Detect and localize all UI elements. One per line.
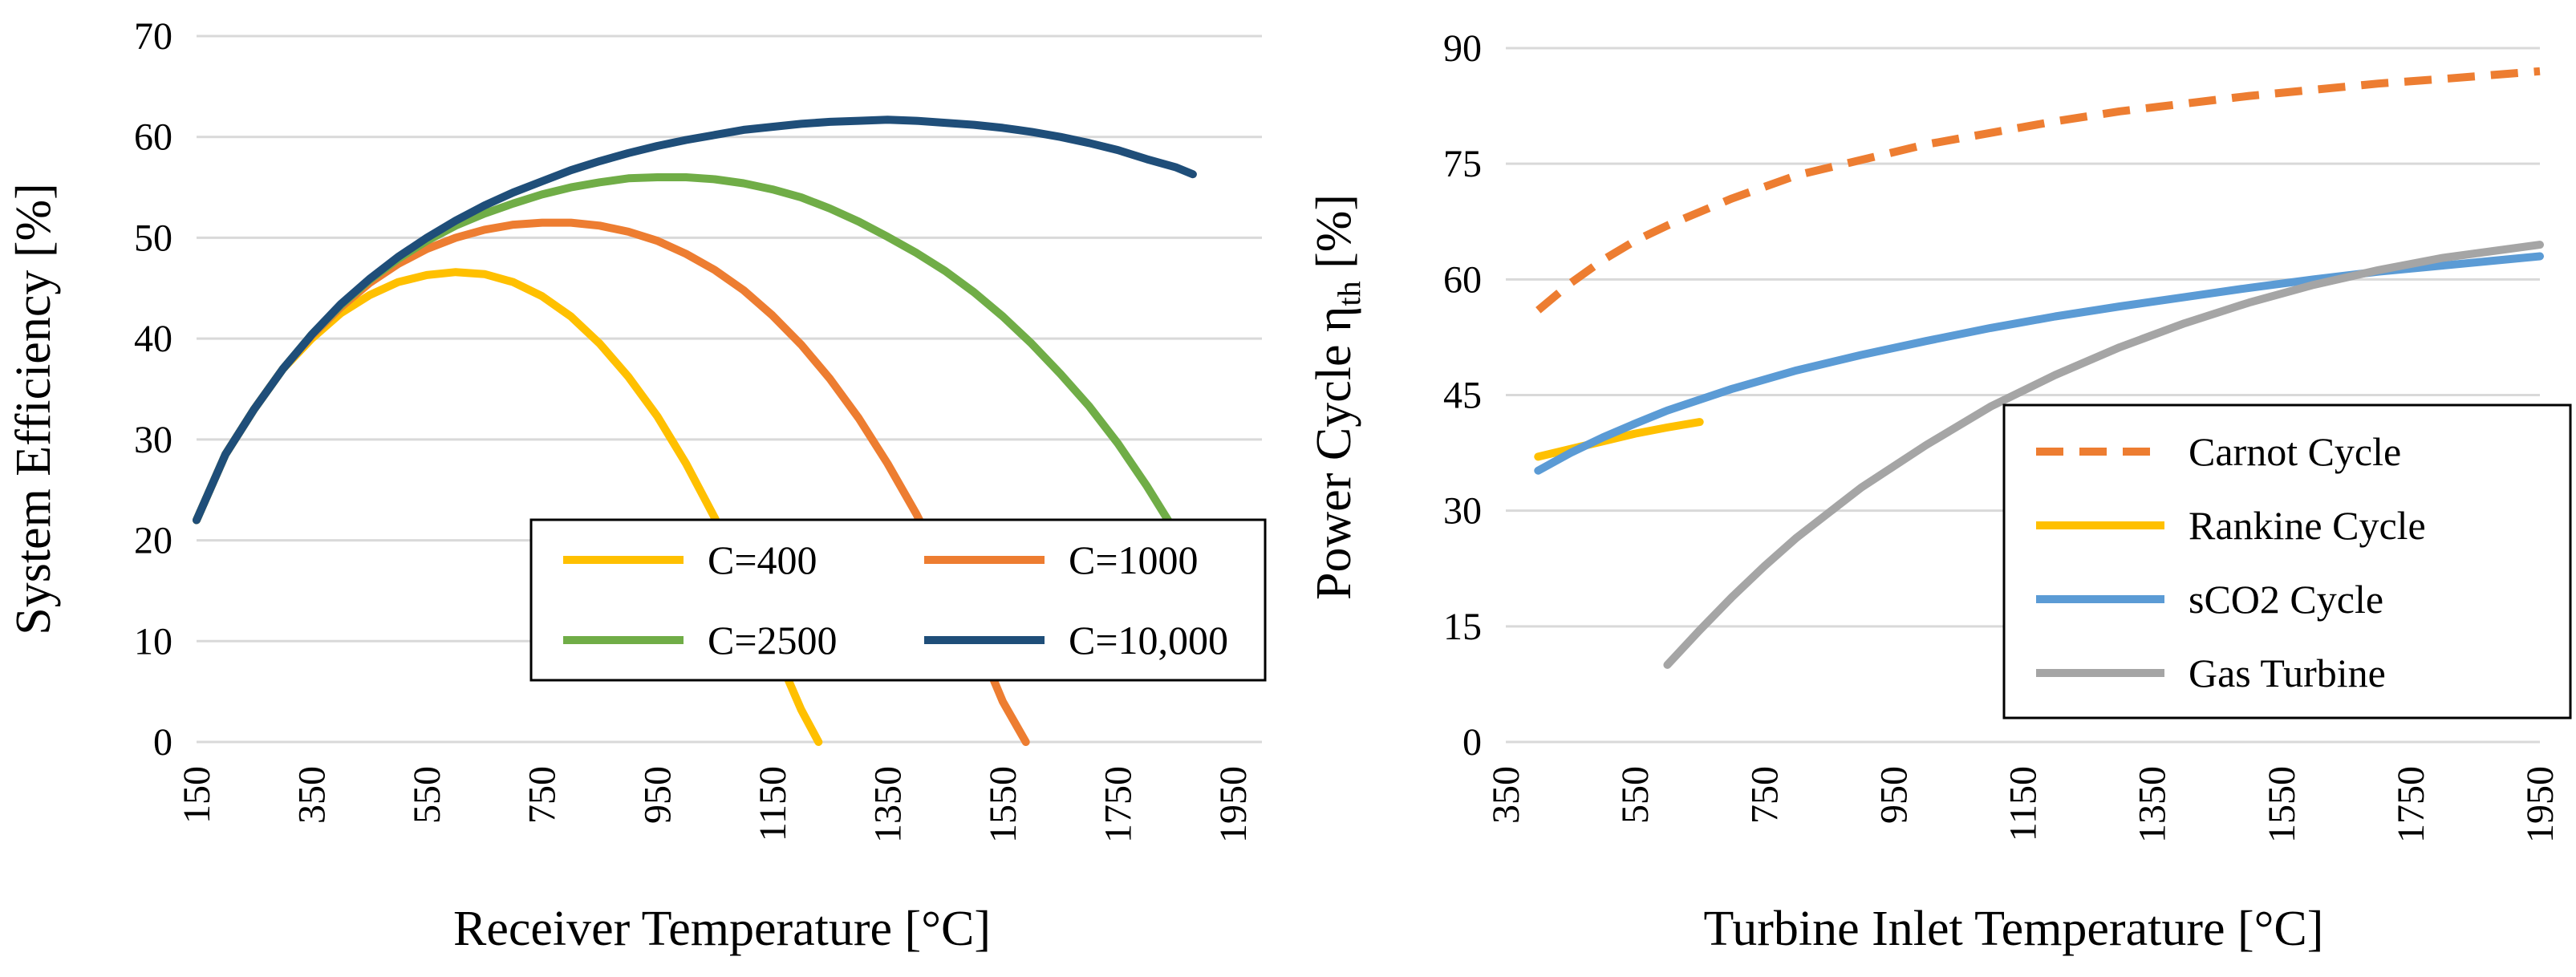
x-tick-label: 950 (1872, 766, 1915, 824)
x-tick-label: 1750 (1097, 766, 1140, 843)
x-tick-labels: 350 550 750 950 1150 1350 1550 1750 1950 (1485, 766, 2562, 843)
x-tick-label: 550 (1614, 766, 1657, 824)
x-tick-label: 150 (176, 766, 218, 824)
x-tick-label: 350 (1485, 766, 1527, 824)
y-tick-label: 0 (1462, 721, 1482, 764)
x-tick-label: 1750 (2390, 766, 2432, 843)
x-tick-label: 1950 (2519, 766, 2562, 843)
series-line-sco2-cycle (1534, 252, 2544, 475)
y-tick-label: 40 (134, 318, 172, 360)
y-axis-title-subscript: th (1331, 281, 1367, 306)
x-axis-title: Turbine Inlet Temperature [°C] (1704, 902, 2324, 956)
x-tick-label: 1150 (752, 766, 794, 841)
y-tick-label: 70 (134, 15, 172, 58)
legend-box (529, 518, 1267, 682)
x-tick-labels: 150 350 550 750 950 1150 1350 1550 1750 1950 (176, 766, 1255, 843)
x-tick-label: 350 (291, 766, 334, 824)
y-axis-title-main: Power Cycle (1307, 332, 1361, 600)
x-tick-label: 1550 (2261, 766, 2303, 843)
series-lines (1534, 67, 2544, 669)
y-axis-title: System Efficiency [%] (6, 183, 61, 635)
x-tick-label: 1950 (1212, 766, 1255, 843)
y-axis-title: Power Cycle ηth [%] (1307, 194, 1367, 600)
y-tick-label: 75 (1443, 143, 1482, 185)
legend-label: C=1000 (1069, 537, 1199, 582)
series-line-gas-turbine (1663, 241, 2544, 669)
series-line-c-10-000 (193, 116, 1197, 525)
y-axis-title-eta: η (1307, 306, 1361, 332)
x-tick-label: 1350 (2132, 766, 2174, 843)
y-tick-label: 0 (153, 721, 172, 764)
x-tick-label: 750 (521, 766, 564, 824)
legend-label: Gas Turbine (2189, 651, 2386, 695)
y-tick-label: 60 (1443, 258, 1482, 301)
x-tick-label: 1350 (866, 766, 909, 843)
legend-label: C=2500 (708, 618, 838, 663)
legend: C=400 C=1000 C=2500 C=10,000 (529, 518, 1267, 682)
legend: Carnot Cycle Rankine Cycle sCO2 Cycle Gas T… (2002, 403, 2572, 720)
y-tick-label: 30 (1443, 490, 1482, 533)
x-tick-label: 1550 (982, 766, 1024, 843)
x-tick-label: 550 (406, 766, 448, 824)
y-tick-label: 20 (134, 520, 172, 562)
legend-label: sCO2 Cycle (2189, 577, 2383, 622)
x-tick-label: 750 (1743, 766, 1786, 824)
y-tick-label: 10 (134, 620, 172, 663)
y-tick-labels: 0 10 20 30 40 50 60 70 (134, 15, 172, 764)
legend-label: Carnot Cycle (2189, 429, 2401, 474)
power-cycle-efficiency-chart: 0 15 30 45 60 75 90 350 550 750 950 1150 1350 1550 17… (1307, 27, 2572, 956)
series-line-rankine-cycle (1534, 418, 1704, 461)
y-tick-label: 90 (1443, 27, 1482, 70)
y-tick-label: 15 (1443, 606, 1482, 648)
legend-box (2002, 403, 2572, 720)
y-tick-label: 45 (1443, 375, 1482, 417)
y-tick-labels: 0 15 30 45 60 75 90 (1443, 27, 1482, 764)
y-tick-label: 50 (134, 217, 172, 259)
legend-label: C=10,000 (1069, 618, 1228, 663)
x-tick-label: 1150 (2002, 766, 2045, 841)
x-tick-label: 950 (636, 766, 679, 824)
series-line-carnot-cycle (1535, 67, 2541, 314)
y-axis-title-unit: [%] (1307, 194, 1361, 281)
y-tick-label: 60 (134, 116, 172, 159)
x-axis-title: Receiver Temperature [°C] (453, 902, 991, 956)
legend-label: Rankine Cycle (2189, 503, 2426, 548)
y-tick-label: 30 (134, 419, 172, 461)
legend-label: C=400 (708, 537, 817, 582)
